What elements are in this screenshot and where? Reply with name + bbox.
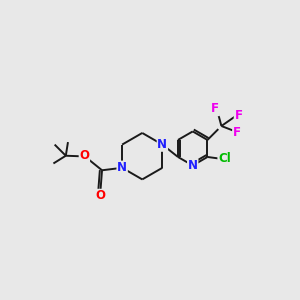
Text: N: N	[188, 159, 198, 172]
Text: F: F	[234, 109, 242, 122]
Text: F: F	[233, 126, 241, 139]
Text: F: F	[211, 103, 219, 116]
Text: N: N	[117, 161, 127, 174]
Text: O: O	[95, 190, 106, 202]
Text: N: N	[158, 138, 167, 151]
Text: Cl: Cl	[218, 152, 231, 165]
Text: O: O	[80, 149, 89, 162]
